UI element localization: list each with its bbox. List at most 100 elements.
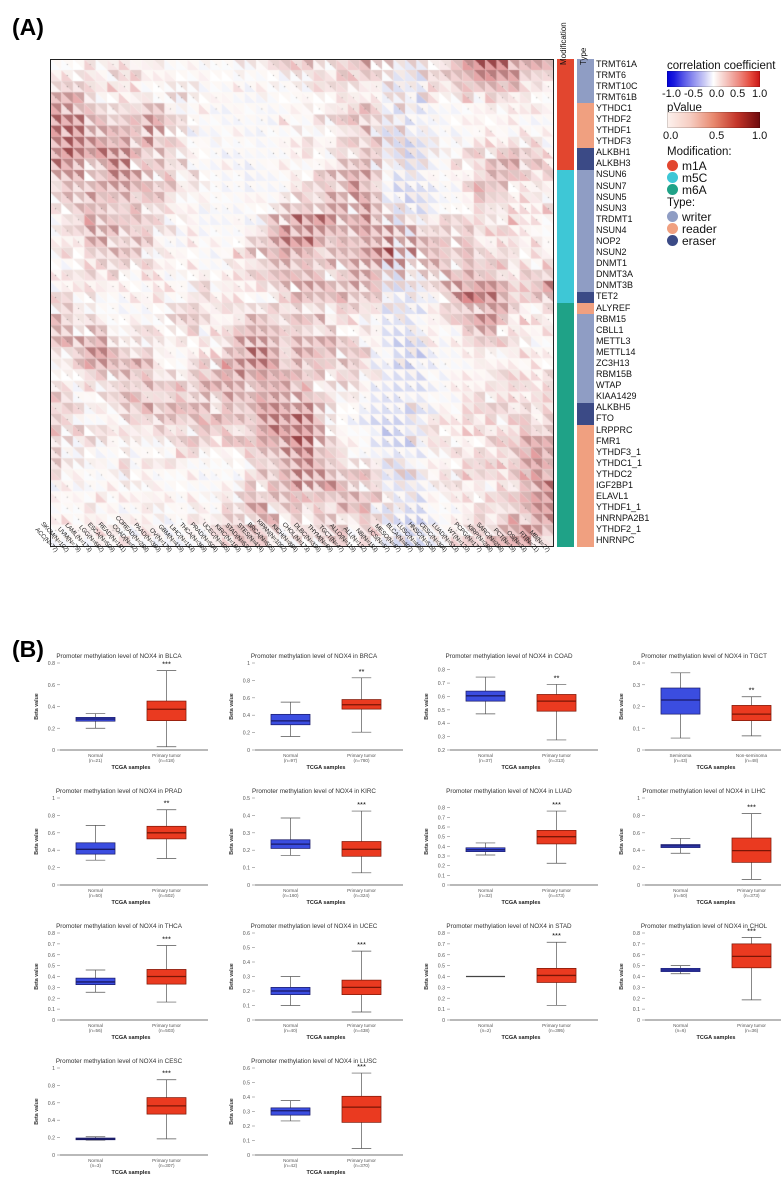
svg-text:(n=3): (n=3)	[90, 1163, 101, 1168]
svg-text:***: ***	[162, 1069, 171, 1078]
svg-text:0.1: 0.1	[438, 1007, 445, 1013]
svg-text:Promoter methylation level of: Promoter methylation level of NOX4 in PR…	[56, 788, 183, 795]
svg-text:0.5: 0.5	[48, 964, 55, 970]
svg-text:0.6: 0.6	[438, 953, 445, 959]
svg-text:Beta value: Beta value	[34, 1098, 40, 1125]
svg-text:0.8: 0.8	[438, 668, 445, 674]
svg-text:0.1: 0.1	[243, 1004, 250, 1010]
svg-text:Beta value: Beta value	[229, 693, 235, 720]
svg-text:0.1: 0.1	[243, 866, 250, 872]
svg-text:1: 1	[247, 661, 250, 667]
svg-text:0.5: 0.5	[438, 708, 445, 714]
svg-text:0: 0	[52, 748, 55, 754]
svg-text:0.8: 0.8	[633, 931, 640, 937]
svg-text:Beta value: Beta value	[229, 963, 235, 990]
svg-text:0.2: 0.2	[48, 1136, 55, 1142]
svg-text:0.2: 0.2	[438, 748, 445, 754]
svg-text:0: 0	[247, 883, 250, 889]
svg-text:0.2: 0.2	[243, 848, 250, 854]
svg-text:Beta value: Beta value	[229, 828, 235, 855]
svg-text:Promoter methylation level of: Promoter methylation level of NOX4 in CE…	[56, 1058, 183, 1065]
svg-text:0.4: 0.4	[438, 721, 445, 727]
svg-text:0.3: 0.3	[438, 854, 445, 860]
svg-text:Beta value: Beta value	[34, 693, 40, 720]
svg-text:(n=503): (n=503)	[159, 1028, 175, 1033]
svg-text:Beta value: Beta value	[229, 1098, 235, 1125]
svg-text:0.4: 0.4	[438, 975, 445, 981]
svg-text:0.8: 0.8	[438, 931, 445, 937]
svg-text:0.4: 0.4	[48, 975, 55, 981]
svg-text:Promoter methylation level of: Promoter methylation level of NOX4 in BR…	[251, 653, 378, 660]
svg-text:0.6: 0.6	[48, 953, 55, 959]
svg-text:0.3: 0.3	[243, 975, 250, 981]
svg-text:0.3: 0.3	[243, 831, 250, 837]
svg-text:0.5: 0.5	[438, 964, 445, 970]
svg-text:0.7: 0.7	[438, 681, 445, 687]
svg-text:0.1: 0.1	[48, 1007, 55, 1013]
svg-text:TCGA samples: TCGA samples	[112, 1035, 151, 1041]
svg-text:0.8: 0.8	[48, 661, 55, 667]
svg-text:Beta value: Beta value	[34, 963, 40, 990]
svg-text:Promoter methylation level of: Promoter methylation level of NOX4 in KI…	[252, 788, 376, 795]
svg-text:0.7: 0.7	[438, 942, 445, 948]
svg-text:TCGA samples: TCGA samples	[502, 765, 541, 771]
svg-text:(n=40): (n=40)	[284, 1028, 298, 1033]
svg-text:0: 0	[52, 883, 55, 889]
svg-text:(n=502): (n=502)	[159, 893, 175, 898]
svg-text:0.7: 0.7	[438, 815, 445, 821]
svg-text:0.1: 0.1	[633, 1007, 640, 1013]
svg-text:(n=370): (n=370)	[354, 1163, 370, 1168]
svg-text:**: **	[554, 673, 560, 682]
svg-text:0.6: 0.6	[633, 831, 640, 837]
svg-text:0.2: 0.2	[633, 705, 640, 711]
svg-text:(n=42): (n=42)	[284, 1163, 298, 1168]
svg-text:0: 0	[637, 883, 640, 889]
svg-text:0: 0	[247, 748, 250, 754]
svg-text:0.4: 0.4	[243, 713, 250, 719]
svg-text:0.2: 0.2	[48, 996, 55, 1002]
svg-text:(n=50): (n=50)	[89, 893, 103, 898]
svg-text:Beta value: Beta value	[424, 693, 430, 720]
svg-text:0: 0	[442, 883, 445, 889]
svg-text:0.2: 0.2	[48, 866, 55, 872]
svg-text:Beta value: Beta value	[34, 828, 40, 855]
svg-text:TCGA samples: TCGA samples	[502, 900, 541, 906]
svg-text:Promoter methylation level of: Promoter methylation level of NOX4 in TG…	[641, 653, 767, 660]
svg-text:0.3: 0.3	[438, 985, 445, 991]
svg-text:Promoter methylation level of: Promoter methylation level of NOX4 in CO…	[445, 653, 572, 660]
svg-text:TCGA samples: TCGA samples	[307, 900, 346, 906]
svg-text:TCGA samples: TCGA samples	[697, 900, 736, 906]
svg-text:***: ***	[747, 803, 756, 812]
svg-text:0: 0	[637, 1018, 640, 1024]
svg-text:(n=395): (n=395)	[549, 1028, 565, 1033]
svg-text:(n=21): (n=21)	[89, 758, 103, 763]
svg-text:TCGA samples: TCGA samples	[502, 1035, 541, 1041]
svg-text:0.8: 0.8	[48, 813, 55, 819]
svg-text:0.6: 0.6	[243, 696, 250, 702]
svg-text:0.6: 0.6	[243, 1066, 250, 1072]
svg-text:0.1: 0.1	[438, 873, 445, 879]
svg-text:0.3: 0.3	[48, 985, 55, 991]
svg-text:TCGA samples: TCGA samples	[307, 1170, 346, 1176]
svg-text:TCGA samples: TCGA samples	[112, 1170, 151, 1176]
svg-text:**: **	[749, 686, 755, 695]
svg-text:0.4: 0.4	[633, 848, 640, 854]
svg-text:***: ***	[552, 931, 561, 940]
svg-text:0.4: 0.4	[48, 848, 55, 854]
svg-text:Promoter methylation level of: Promoter methylation level of NOX4 in ST…	[446, 923, 572, 930]
svg-text:***: ***	[357, 800, 366, 809]
svg-text:0.6: 0.6	[243, 931, 250, 937]
svg-text:0.6: 0.6	[48, 683, 55, 689]
svg-text:(n=418): (n=418)	[159, 758, 175, 763]
svg-text:0.1: 0.1	[243, 1139, 250, 1145]
svg-text:Beta value: Beta value	[619, 828, 625, 855]
svg-text:0.3: 0.3	[633, 683, 640, 689]
svg-text:***: ***	[162, 935, 171, 944]
svg-text:0.5: 0.5	[633, 964, 640, 970]
svg-text:(n=780): (n=780)	[354, 758, 370, 763]
svg-text:TCGA samples: TCGA samples	[307, 765, 346, 771]
svg-text:0.2: 0.2	[243, 989, 250, 995]
svg-text:TCGA samples: TCGA samples	[307, 1035, 346, 1041]
svg-text:TCGA samples: TCGA samples	[112, 900, 151, 906]
svg-text:0: 0	[247, 1153, 250, 1159]
